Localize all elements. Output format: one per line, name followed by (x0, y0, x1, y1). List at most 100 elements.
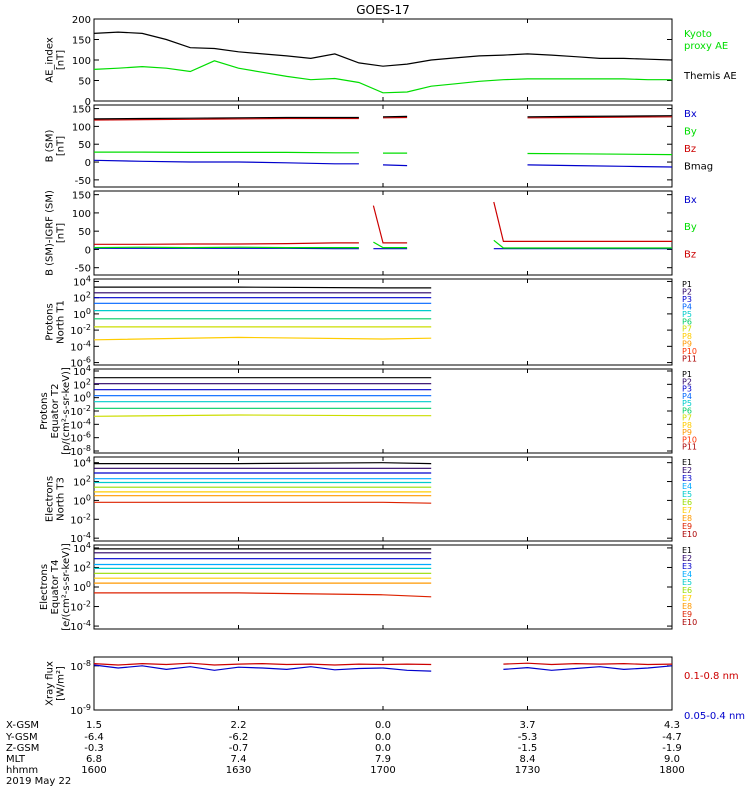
footer-value: -4.7 (662, 732, 682, 743)
y-axis-label: Electrons (39, 564, 50, 610)
series-0-05-0-4-nm (93, 664, 673, 672)
y-axis-label: [nT] (56, 223, 67, 243)
y-tick-label: 10-2 (70, 600, 91, 614)
y-tick-label: 10-4 (70, 531, 91, 545)
y-axis-label: Protons (45, 303, 56, 340)
footer-value: 8.4 (520, 754, 536, 765)
series-kyoto-proxy-ae (93, 60, 672, 94)
y-tick-label: 50 (78, 227, 91, 238)
legend-item: E8 (682, 602, 692, 611)
legend-item: Bx (684, 195, 697, 206)
legend-item: P11 (682, 355, 697, 364)
panel-electrons-north: 104 102 100 10-2 10-4 Electrons North T3 E1E2E3… (45, 456, 698, 546)
legend-item: E9 (682, 610, 692, 619)
y-tick-label: 10-9 (70, 703, 91, 717)
y-tick-label: 102 (73, 291, 91, 305)
legend-item: E10 (682, 530, 697, 539)
series-by (93, 239, 672, 249)
y-tick-label: 10-6 (70, 431, 91, 445)
legend-item: P7 (682, 325, 692, 334)
chart-title: GOES-17 (356, 3, 410, 17)
y-tick-label: 150 (72, 36, 91, 47)
legend-item: proxy AE (684, 41, 728, 52)
legend-item: E8 (682, 514, 692, 523)
legend-item: Bmag (684, 162, 713, 173)
legend-item: P11 (682, 443, 697, 452)
footer-row-label: MLT (6, 754, 26, 765)
footer-value: 9.0 (664, 754, 680, 765)
y-axis-label: North T3 (56, 477, 67, 521)
panel-bigrf: 150 100 50 0 -50 B (SM)-IGRF (SM) [nT] Bx By Bz (45, 190, 697, 276)
legend-item: By (684, 222, 697, 233)
y-tick-label: 150 (72, 191, 91, 202)
series-p7 (93, 414, 432, 417)
y-axis-label: Electrons (45, 476, 56, 522)
y-tick-label: 102 (73, 475, 91, 489)
legend-item: P3 (682, 385, 692, 394)
legend-item: Kyoto (684, 29, 712, 40)
series-e1 (94, 462, 432, 465)
footer-row-label: Y-GSM (5, 732, 38, 743)
legend-item: P8 (682, 421, 692, 430)
footer-row-label: X-GSM (6, 720, 39, 731)
footer-value: -1.9 (662, 743, 682, 754)
legend-item: By (684, 127, 697, 138)
series-themis-ae (93, 31, 673, 67)
y-tick-label: 0 (85, 97, 91, 108)
footer-value: 6.8 (86, 754, 102, 765)
series-p1 (94, 286, 432, 289)
legend-item: E4 (682, 570, 692, 579)
y-tick-label: 10-6 (70, 356, 91, 370)
footer-value: -5.3 (518, 732, 538, 743)
legend-item: E6 (682, 498, 692, 507)
footer-value: 3.7 (520, 720, 536, 731)
legend-item: P6 (682, 406, 692, 415)
series-0-1-0-8-nm (93, 662, 673, 666)
footer-date: 2019 May 22 (6, 776, 71, 787)
series-p8 (93, 336, 432, 341)
y-axis-label: [e/(cm²-s-sr-keV)] (61, 543, 72, 631)
legend-item: P9 (682, 340, 692, 349)
y-tick-label: 150 (72, 105, 91, 116)
panel-bsm: 150 100 50 0 -50 B (SM) [nT] Bx By Bz Bmag (45, 104, 713, 188)
panel-electrons-equator: 104 102 100 10-2 10-4 Electrons Equator T4 [e/(… (39, 541, 697, 633)
legend-item: P1 (682, 280, 692, 289)
panel-frame (93, 368, 673, 454)
x-axis-footer: X-GSM 1.5 2.2 0.0 3.7 4.3 Y-GSM -6.4 -6.2 0.0 -5.3… (5, 720, 685, 787)
footer-value: 1630 (226, 765, 251, 776)
footer-value: 7.4 (231, 754, 247, 765)
panel-frame (93, 456, 673, 542)
y-tick-label: 10-8 (70, 659, 91, 673)
legend-item: P5 (682, 399, 692, 408)
footer-value: -6.2 (229, 732, 249, 743)
panel-protons-north: 104 102 100 10-2 10-4 10-6 Protons North T1 P1P2… (45, 274, 698, 369)
y-tick-label: 50 (78, 77, 91, 88)
legend-item: P9 (682, 428, 692, 437)
y-tick-label: 200 (72, 15, 91, 26)
y-tick-label: 10-2 (70, 404, 91, 418)
y-tick-label: 10-4 (70, 417, 91, 431)
footer-value: 4.3 (664, 720, 680, 731)
series-bz (94, 201, 672, 245)
footer-value: -6.4 (84, 732, 104, 743)
legend-item: P10 (682, 347, 697, 356)
y-axis-label: Protons (39, 392, 50, 429)
y-tick-label: 104 (73, 456, 91, 470)
footer-value: 0.0 (375, 743, 391, 754)
legend-item: P7 (682, 414, 692, 423)
legend-item: E3 (682, 562, 692, 571)
legend-item: P8 (682, 332, 692, 341)
panel-frame (93, 18, 673, 102)
legend-item: P1 (682, 370, 692, 379)
legend-item: E5 (682, 578, 692, 587)
series-bx (93, 159, 673, 168)
footer-value: 1.5 (86, 720, 102, 731)
y-tick-label: 10-2 (70, 323, 91, 337)
y-axis-label: B (SM)-IGRF (SM) (45, 190, 56, 276)
panel-frame (93, 190, 673, 276)
legend-item: P5 (682, 310, 692, 319)
y-tick-label: 100 (73, 493, 91, 507)
